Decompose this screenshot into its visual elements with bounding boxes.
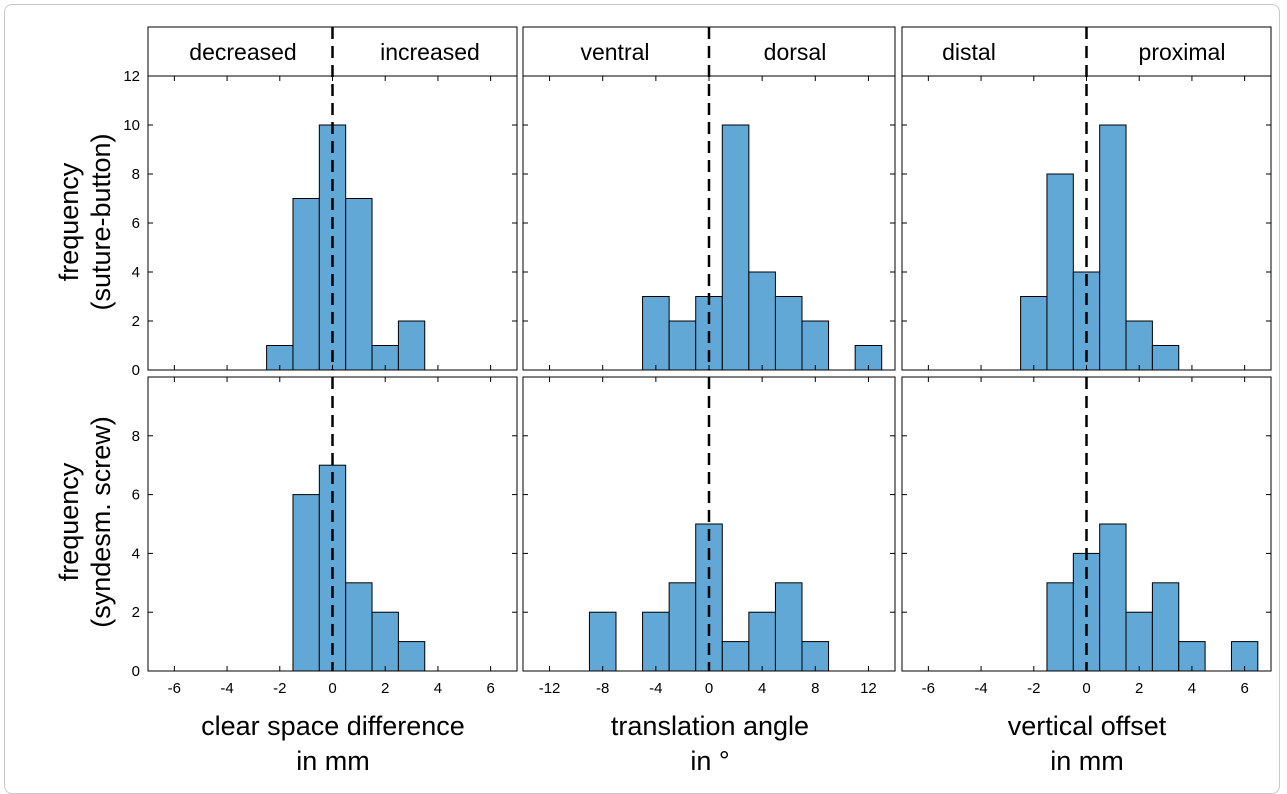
header-left-label: decreased (189, 39, 296, 65)
xlabel-col-1-line2: in mm (296, 746, 370, 776)
row-label-top-line1: frequency (54, 162, 84, 281)
y-tick-label: 2 (132, 313, 140, 330)
y-tick-label: 6 (132, 215, 140, 232)
x-tick-label: 4 (758, 680, 766, 697)
histogram-bar (345, 582, 373, 672)
y-tick-label: 4 (132, 545, 140, 562)
histogram-bar (1020, 296, 1048, 371)
x-tick-label: 4 (1188, 680, 1196, 697)
histogram-bar (774, 296, 803, 371)
header-right-label: proximal (1139, 39, 1226, 65)
histogram-bar (668, 320, 697, 371)
y-tick-label: 0 (132, 663, 140, 680)
panel-vertical-offset-suture-button (901, 27, 1272, 371)
x-tick-label: -6 (922, 680, 935, 697)
x-tick-label: -8 (596, 680, 609, 697)
x-tick-label: 6 (486, 680, 494, 697)
x-tick-label: -6 (168, 680, 181, 697)
y-tick-label: 8 (132, 166, 140, 183)
x-tick-label: 12 (860, 680, 877, 697)
x-tick-label: 0 (1082, 680, 1090, 697)
histogram-bar (774, 582, 803, 672)
x-tick-label: 0 (328, 680, 336, 697)
x-tick-label: 8 (811, 680, 819, 697)
y-tick-label: 2 (132, 604, 140, 621)
y-tick-label: 0 (132, 362, 140, 379)
y-tick-label: 10 (123, 117, 140, 134)
histogram-bar (1046, 582, 1074, 672)
x-tick-label: -4 (649, 680, 662, 697)
histogram-bar (397, 641, 426, 672)
histogram-bar (1151, 582, 1180, 672)
xlabel-col-3-line2: in mm (1050, 746, 1124, 776)
y-tick-label: 12 (123, 68, 140, 85)
histogram-bar (748, 271, 776, 371)
x-tick-label: -4 (974, 680, 987, 697)
histogram-bar (721, 124, 750, 371)
histogram-bar (1046, 173, 1074, 371)
histogram-bar (1099, 124, 1127, 371)
histogram-bar (588, 611, 617, 672)
histogram-bar (292, 494, 320, 672)
panel-clear-space-suture-button: 0 2 4 6 8 10 12 (123, 27, 518, 379)
histogram-bar (397, 320, 426, 371)
header-right-label: increased (380, 39, 480, 65)
xlabel-col-3-line1: vertical offset (1008, 711, 1167, 741)
x-tick-label: -12 (539, 680, 561, 697)
y-tick-label: 4 (132, 264, 140, 281)
histogram-bar (371, 611, 399, 672)
histogram-bar (292, 198, 320, 371)
histogram-bar (1125, 320, 1153, 371)
xlabel-col-2-line2: in ° (690, 746, 729, 776)
histogram-bar (748, 611, 776, 672)
panel-vertical-offset-syndesm-screw: -6 -4 -2 0 2 4 6 (901, 376, 1272, 697)
histogram-bar (721, 641, 750, 672)
x-tick-label: 0 (705, 680, 713, 697)
x-tick-label: 6 (1240, 680, 1248, 697)
x-tick-label: -4 (220, 680, 233, 697)
row-label-bottom-line2: (syndesm. screw) (86, 416, 116, 628)
histogram-bar (1151, 345, 1180, 371)
header-right-label: dorsal (764, 39, 827, 65)
panel-translation-angle-suture-button (522, 27, 896, 371)
x-tick-label: 2 (1135, 680, 1143, 697)
row-label-top-line2: (suture-button) (86, 133, 116, 310)
row-label-bottom-line1: frequency (54, 462, 84, 581)
y-tick-label: 8 (132, 428, 140, 445)
header-left-label: ventral (580, 39, 649, 65)
xlabel-col-2-line1: translation angle (611, 711, 809, 741)
x-tick-label: 4 (434, 680, 442, 697)
x-tick-label: -2 (1027, 680, 1040, 697)
xlabel-col-1-line1: clear space difference (201, 711, 465, 741)
panel-translation-angle-syndesm-screw: -12 -8 -4 0 4 8 12 (522, 376, 896, 697)
header-left-label: distal (942, 39, 996, 65)
y-tick-label: 6 (132, 487, 140, 504)
panel-clear-space-syndesm-screw: 0 2 4 6 8 -6 -4 -2 0 2 4 6 (132, 376, 518, 697)
histogram-bar (642, 611, 670, 672)
x-tick-label: -2 (273, 680, 286, 697)
histogram-bar (801, 320, 830, 371)
histogram-bar (345, 198, 373, 371)
histogram-bar (1099, 523, 1127, 672)
histogram-figure: frequency (suture-button) frequency (syn… (54, 26, 1272, 776)
histogram-bar (642, 296, 670, 371)
histogram-bar (668, 582, 697, 672)
x-tick-label: 2 (381, 680, 389, 697)
histogram-bar (1125, 611, 1153, 672)
